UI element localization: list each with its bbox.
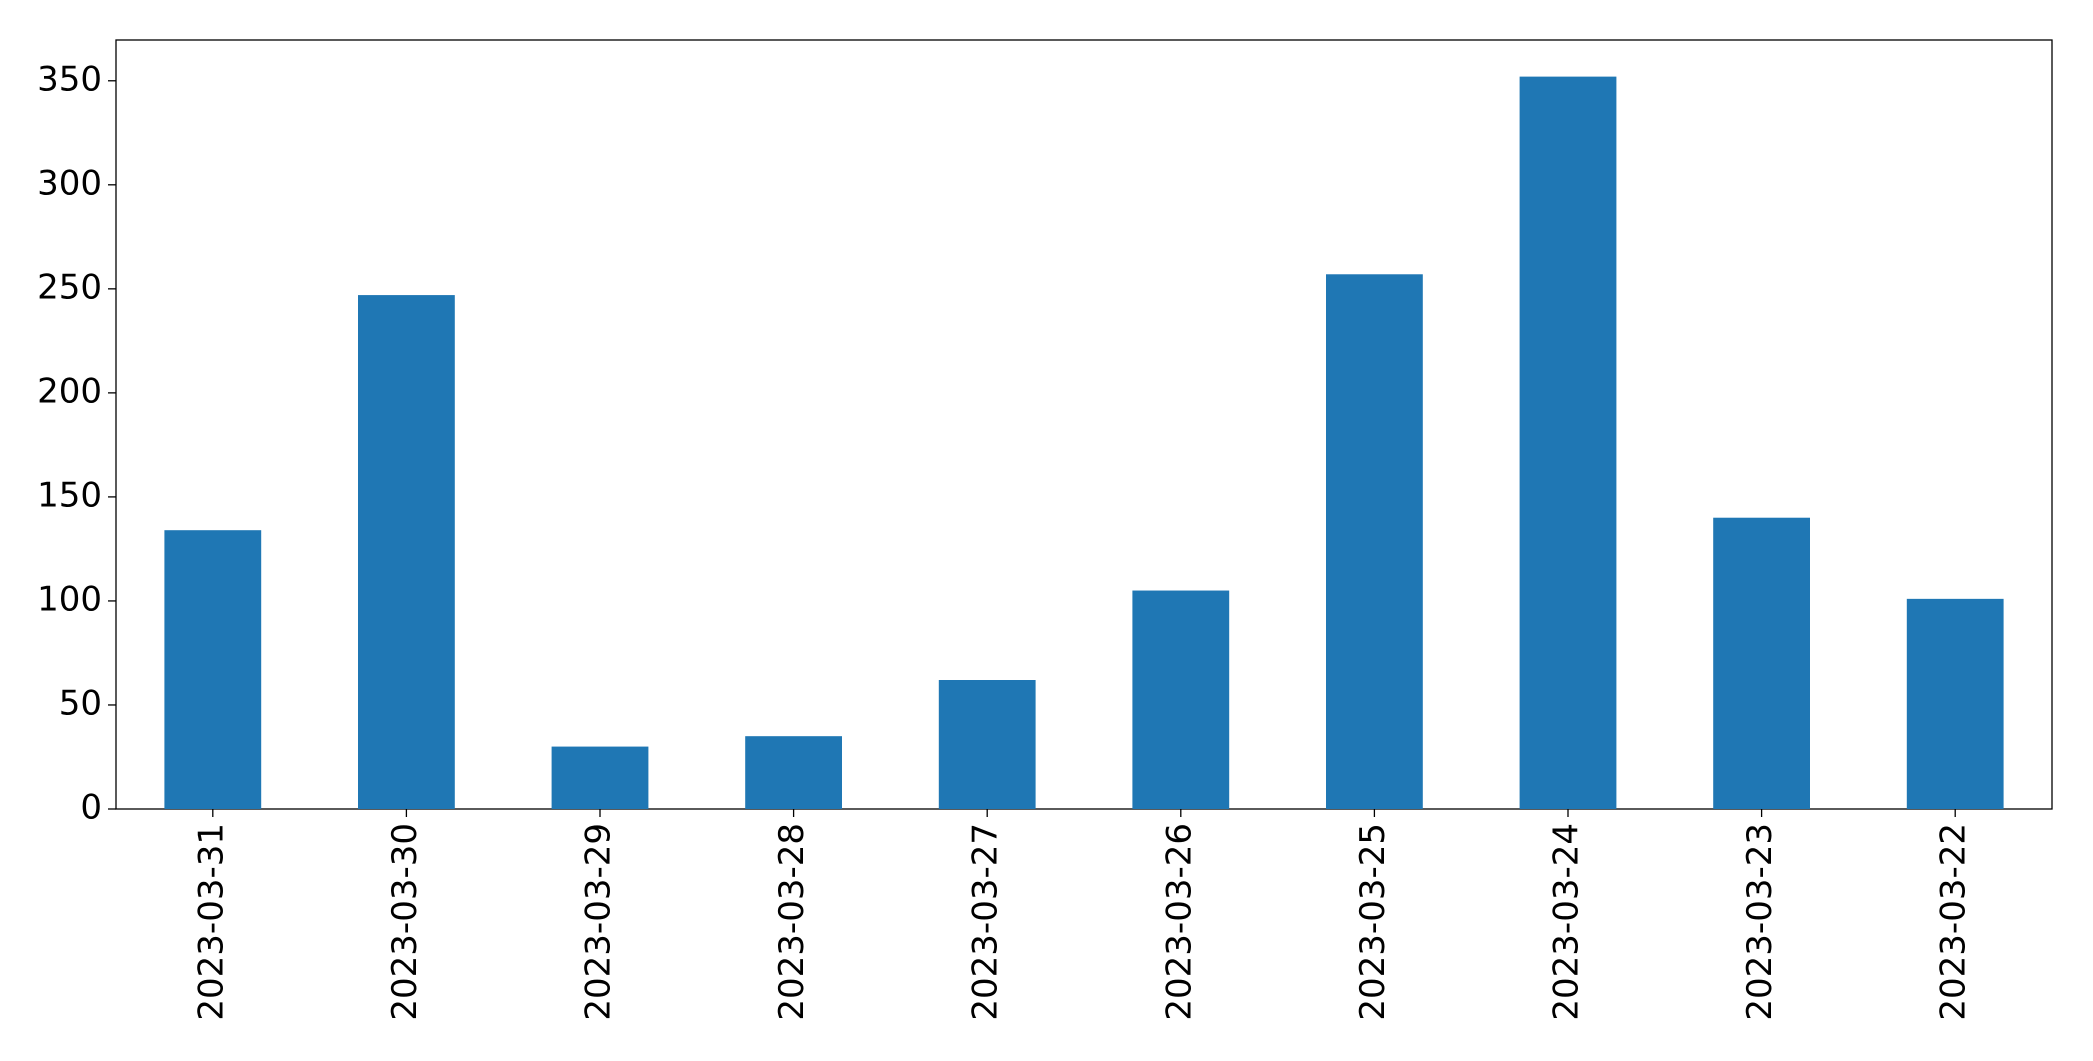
y-tick-label: 350 [37,59,102,99]
x-tick-label: 2023-03-30 [385,823,425,1021]
y-tick-label: 100 [37,579,102,619]
x-tick-label: 2023-03-28 [772,823,812,1021]
bar [1519,76,1617,810]
y-tick-label: 150 [37,475,102,515]
y-tick-label: 0 [80,788,102,828]
bar [938,680,1036,809]
y-tick-label: 50 [59,683,102,723]
bar [745,736,842,809]
x-tick-label: 2023-03-27 [966,823,1006,1021]
x-tick-label: 2023-03-29 [579,823,619,1021]
x-tick-label: 2023-03-26 [1159,823,1199,1021]
x-tick-label: 2023-03-31 [191,823,231,1021]
y-tick-label: 250 [37,267,102,307]
axes-frame [115,39,2053,810]
x-tick-label: 2023-03-22 [1934,823,1974,1021]
bar [1132,590,1230,809]
bar [164,530,262,809]
bar [1326,274,1423,809]
bar [358,295,455,809]
x-tick-label: 2023-03-24 [1547,823,1587,1021]
y-tick-label: 300 [37,163,102,203]
bar [551,746,649,809]
x-tick-label: 2023-03-23 [1740,823,1780,1021]
x-tick-label: 2023-03-25 [1353,823,1393,1021]
bar [1906,598,2004,809]
y-tick-label: 200 [37,371,102,411]
bar [1713,517,1810,809]
